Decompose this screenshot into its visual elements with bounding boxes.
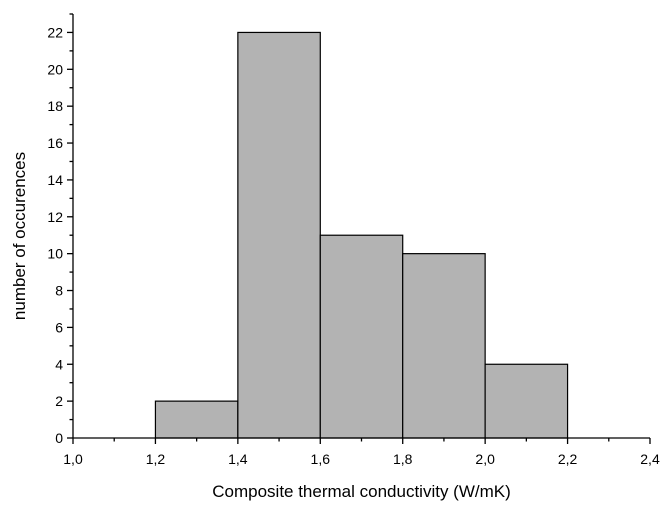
x-tick-label: 2,2	[558, 451, 578, 467]
y-tick-label: 0	[55, 430, 63, 446]
y-tick-label: 8	[55, 283, 63, 299]
x-tick-label: 2,4	[640, 451, 660, 467]
y-tick-label: 18	[47, 98, 63, 114]
x-tick-label: 1,8	[393, 451, 413, 467]
bars-layer	[154, 31, 569, 439]
histogram-bar	[319, 234, 404, 439]
histogram-bar	[484, 363, 569, 439]
x-tick-label: 1,0	[63, 451, 83, 467]
histogram-bar	[237, 31, 321, 439]
y-tick-label: 12	[47, 209, 63, 225]
histogram-bar	[402, 253, 486, 439]
y-tick-label: 6	[55, 319, 63, 335]
x-tick-label: 1,4	[228, 451, 248, 467]
x-tick-label: 1,6	[311, 451, 331, 467]
histogram-bar	[154, 400, 239, 439]
axes-layer: 1,0 1,2 1,4 1,6 1,8 2,0 2,2 2,4 0 2 4 6 8 10 12 14 16 18 2…	[47, 13, 660, 467]
y-tick-label: 20	[47, 61, 63, 77]
y-axis-title: number of occurences	[10, 152, 29, 320]
x-tick-label: 1,2	[146, 451, 166, 467]
y-tick-label: 22	[47, 24, 63, 40]
y-tick-label: 2	[55, 393, 63, 409]
y-tick-label: 10	[47, 246, 63, 262]
y-tick-label: 4	[55, 356, 63, 372]
y-tick-label: 14	[47, 172, 63, 188]
x-tick-label: 2,0	[475, 451, 495, 467]
y-tick-label: 16	[47, 135, 63, 151]
x-axis-title: Composite thermal conductivity (W/mK)	[212, 482, 511, 501]
